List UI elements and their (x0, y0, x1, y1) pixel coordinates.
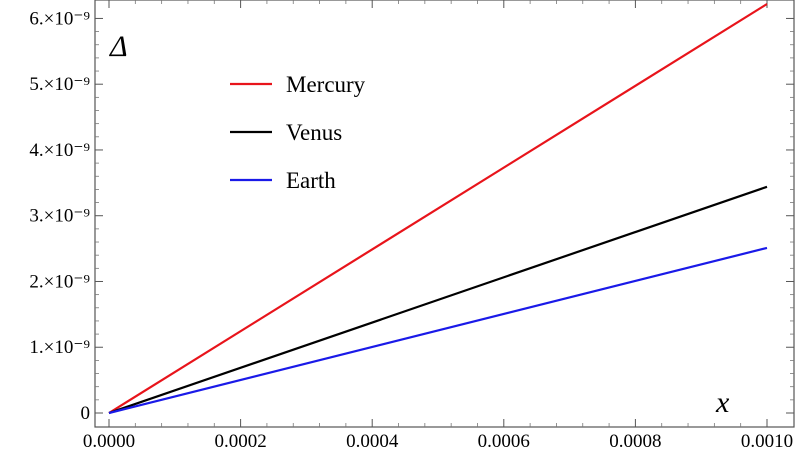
y-tick-label: 3.×10⁻⁹ (29, 206, 90, 227)
legend-label-venus: Venus (286, 120, 342, 145)
x-tick-label: 0.0004 (346, 431, 399, 452)
y-tick-label: 0 (81, 403, 91, 424)
y-tick-label: 6.×10⁻⁹ (29, 8, 90, 29)
series-line-venus (108, 185, 768, 415)
x-axis-title: x (715, 386, 730, 419)
x-axis-ticks: 0.0000 0.0002 0.0004 0.0006 0.0008 0.0010 (83, 0, 793, 452)
plot-frame (94, 0, 795, 428)
x-tick-label: 0.0000 (83, 431, 135, 452)
legend-label-mercury: Mercury (286, 72, 366, 97)
series-lines (108, 3, 768, 415)
y-tick-label: 1.×10⁻⁹ (29, 337, 90, 358)
y-tick-label: 4.×10⁻⁹ (29, 140, 90, 161)
x-tick-label: 0.0006 (478, 431, 530, 452)
x-tick-label: 0.0008 (609, 431, 661, 452)
legend: Mercury Venus Earth (230, 72, 366, 193)
y-axis-ticks: 0 1.×10⁻⁹ 2.×10⁻⁹ 3.×10⁻⁹ 4.×10⁻⁹ 5.×10⁻⁹ 6.×1… (29, 8, 794, 424)
series-line-earth (108, 246, 768, 415)
series-line-mercury (108, 3, 768, 414)
legend-label-earth: Earth (286, 168, 336, 193)
x-tick-label: 0.0002 (214, 431, 266, 452)
y-tick-label: 5.×10⁻⁹ (29, 74, 90, 95)
y-axis-title: Δ (109, 30, 128, 63)
y-tick-label: 2.×10⁻⁹ (29, 271, 90, 292)
x-tick-label: 0.0010 (741, 431, 793, 452)
